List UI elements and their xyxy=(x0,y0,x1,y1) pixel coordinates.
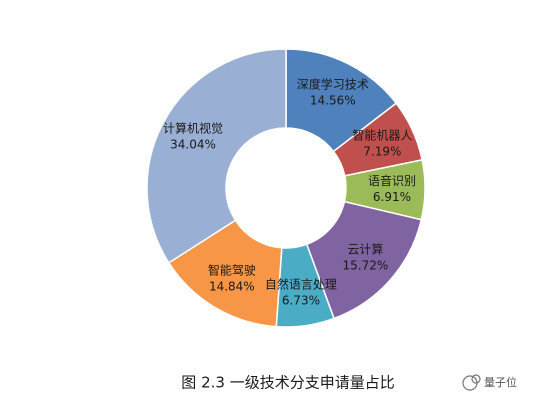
slice-name: 语音识别 xyxy=(368,173,416,188)
donut xyxy=(146,48,426,328)
slice-name: 自然语言处理 xyxy=(265,276,337,291)
slice xyxy=(167,219,283,328)
slice-value: 14.56% xyxy=(310,93,356,107)
slice-value: 6.91% xyxy=(373,190,411,204)
slice-value: 15.72% xyxy=(343,259,389,273)
slice-value: 6.73% xyxy=(282,293,320,307)
watermark-icon xyxy=(462,374,481,391)
slice-value: 7.19% xyxy=(363,144,401,158)
slice-value: 34.04% xyxy=(170,138,216,152)
slice-name: 计算机视觉 xyxy=(163,121,223,136)
slice-value: 14.84% xyxy=(209,280,255,294)
slice-name: 云计算 xyxy=(347,242,383,257)
labels: 深度学习技术 14.56% 智能机器人 7.19% 语音识别 6.91% 云计算 15.72%… xyxy=(163,76,416,307)
slice-name: 深度学习技术 xyxy=(297,76,369,91)
slice-name: 智能驾驶 xyxy=(208,263,256,278)
watermark: 量子位 xyxy=(484,375,517,389)
caption: 图 2.3 一级技术分支申请量占比 xyxy=(181,374,394,392)
slice-name: 智能机器人 xyxy=(352,127,412,142)
slice xyxy=(146,48,287,264)
